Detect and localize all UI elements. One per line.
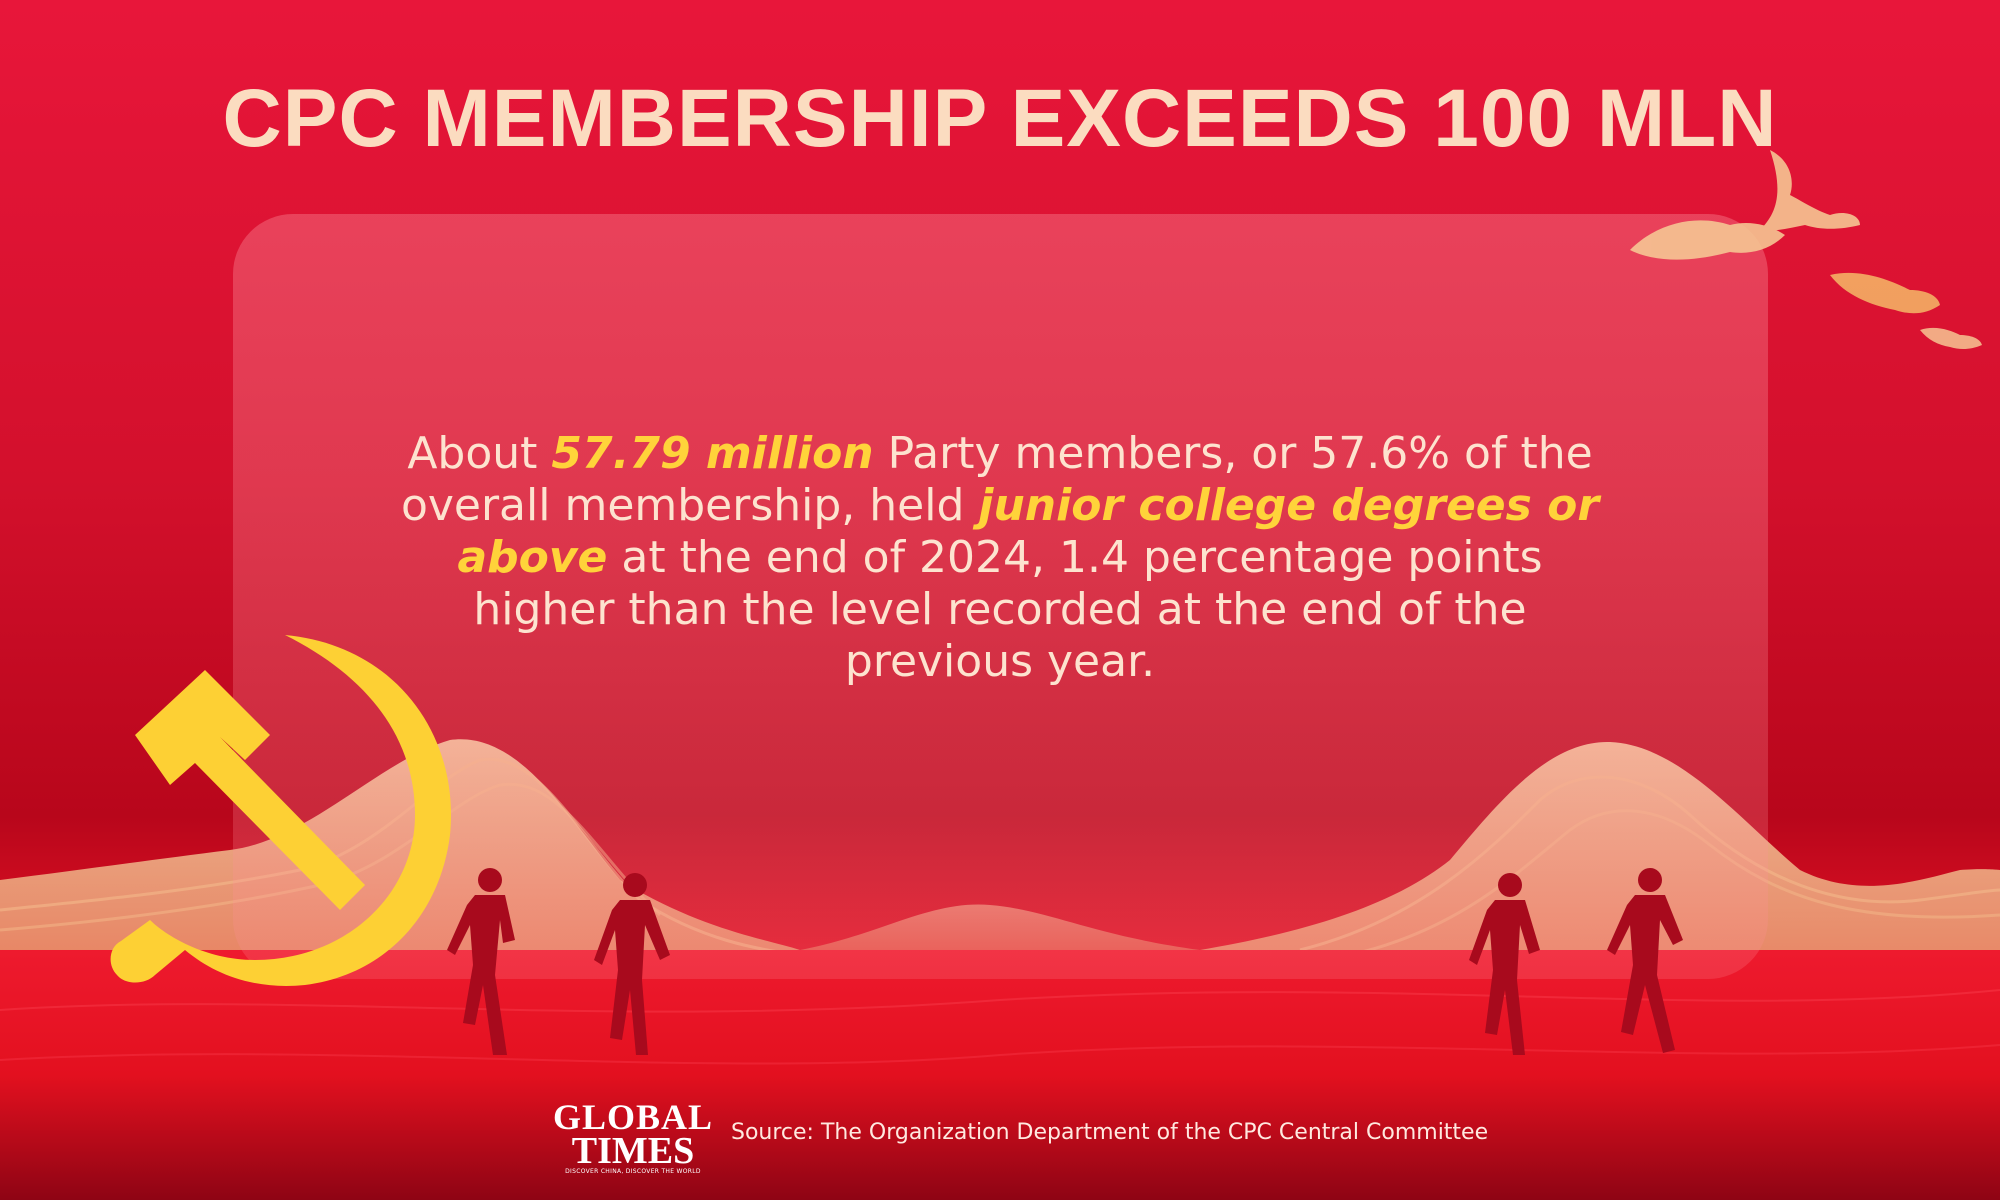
- highlight-members-count: 57.79 million: [551, 428, 874, 479]
- bird-icon: [1630, 150, 1982, 350]
- body-paragraph: About 57.79 million Party members, or 57…: [400, 428, 1600, 688]
- logo-line-times: TIMES: [571, 1130, 695, 1172]
- text-panel: [233, 214, 1768, 979]
- logo-line-global: GLOBAL: [553, 1097, 714, 1137]
- hammer-and-sickle-icon: [110, 635, 452, 986]
- page-title: CPC MEMBERSHIP EXCEEDS 100 MLN: [222, 73, 1778, 164]
- body-text-part-3: at the end of 2024, 1.4 percentage point…: [473, 532, 1543, 687]
- runner-silhouette-icon: [1607, 868, 1683, 1053]
- logo-tagline: DISCOVER CHINA, DISCOVER THE WORLD: [565, 1168, 701, 1175]
- body-text-part-2: Party members, or 57.6% of the overall m…: [400, 428, 1593, 531]
- global-times-logo: GLOBAL TIMES DISCOVER CHINA, DISCOVER TH…: [553, 1097, 714, 1175]
- highlight-degree-level: junior college degrees or above: [457, 480, 1600, 583]
- runner-silhouette-icon: [1469, 873, 1540, 1055]
- source-caption: Source: The Organization Department of t…: [731, 1120, 1489, 1145]
- runner-silhouette-icon: [447, 868, 515, 1055]
- runner-silhouette-icon: [594, 873, 670, 1055]
- body-text-part-1: About: [407, 428, 552, 479]
